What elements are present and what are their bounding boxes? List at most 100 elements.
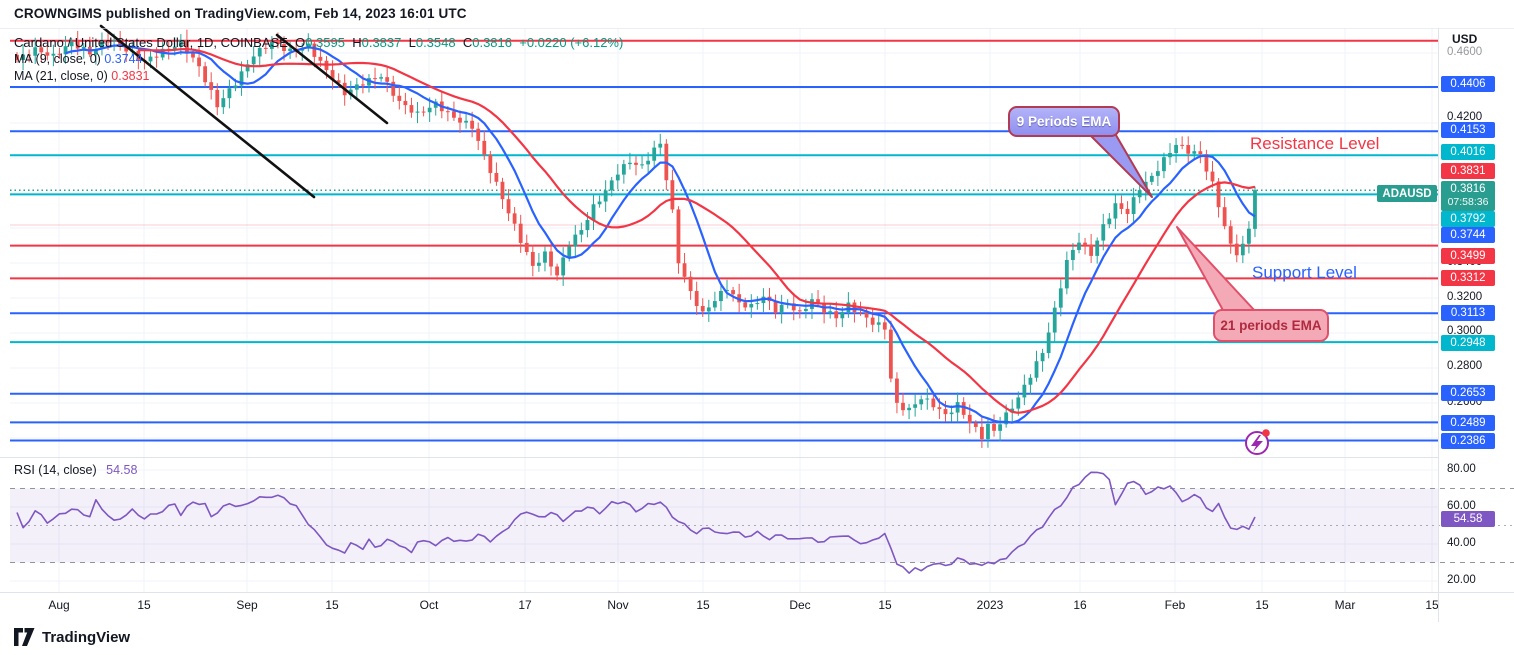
candle-body (1240, 243, 1245, 256)
candle-body (712, 301, 717, 308)
candle-body (1234, 243, 1239, 256)
candle-body (1028, 377, 1033, 385)
symbol-price-flag[interactable]: ADAUSD (1377, 185, 1437, 202)
candle-body (1107, 218, 1112, 225)
symbol-title[interactable]: Cardano / United States Dollar, 1D, COIN… (14, 35, 288, 50)
rsi-line[interactable] (16, 471, 1256, 574)
candle-body (694, 291, 699, 307)
candlestick-series[interactable] (15, 29, 1257, 449)
candle-body (197, 57, 201, 67)
price-axis-tick: 0.2800 (1447, 360, 1483, 372)
candle-body (882, 322, 887, 330)
candle-body (106, 41, 110, 43)
ma21-value: 0.3831 (111, 69, 150, 83)
price-axis-label: 0.4153 (1441, 122, 1495, 138)
candle-body (1004, 412, 1009, 425)
current-price-value: 0.3816 (1450, 183, 1486, 195)
support-level-label[interactable]: Support Level (1252, 263, 1357, 282)
ma9-legend-row[interactable]: MA (9, close, 0) 0.3744 (14, 51, 623, 68)
axis-separator-vertical (1438, 28, 1439, 622)
candle-body (731, 290, 735, 295)
ma21-line[interactable] (138, 47, 1256, 414)
candle-body (391, 81, 396, 96)
symbol-legend[interactable]: Cardano / United States Dollar, 1D, COIN… (14, 34, 623, 85)
candle-body (45, 52, 50, 56)
candle-body (233, 85, 238, 89)
time-axis-label: 15 (1425, 598, 1439, 612)
tradingview-brand-text: TradingView (42, 628, 131, 646)
candle-body (1016, 397, 1021, 409)
time-axis-label: Sep (236, 598, 258, 612)
candle-body (925, 398, 930, 400)
candle-body (1216, 181, 1221, 208)
ema21-callout[interactable]: 21 periods EMA (1213, 309, 1329, 342)
candle-body (154, 56, 159, 58)
price-axis-label: 0.4016 (1441, 144, 1495, 160)
candle-body (524, 242, 529, 253)
bar-close-countdown: 07:58:36 (1447, 196, 1489, 208)
pane-separator (0, 457, 1438, 458)
candle-body (354, 84, 359, 90)
candle-body (591, 204, 596, 221)
rsi-legend[interactable]: RSI (14, close) 54.58 (14, 463, 137, 477)
ma9-value: 0.3744 (104, 52, 143, 66)
rsi-axis-tick: 60.00 (1447, 500, 1476, 512)
rsi-axis-tick: 20.00 (1447, 574, 1476, 586)
candle-body (81, 46, 86, 49)
candle-body (458, 117, 462, 123)
time-axis-label: 15 (696, 598, 710, 612)
candle-body (597, 201, 602, 205)
candle-body (749, 304, 754, 308)
candle-body (276, 41, 280, 45)
candle-body (494, 172, 499, 182)
candle-body (245, 64, 250, 72)
candle-body (567, 246, 572, 258)
candle-body (21, 54, 25, 60)
time-axis-label: 15 (137, 598, 151, 612)
ohlc-high-label: H (352, 35, 362, 50)
candle-body (1022, 384, 1027, 398)
candle-body (864, 312, 869, 318)
alert-red-dot (1262, 429, 1270, 437)
candle-body (1210, 171, 1215, 182)
candle-body (306, 43, 311, 49)
candle-body (93, 48, 98, 55)
candle-body (967, 414, 972, 423)
candle-body (670, 180, 675, 210)
candle-body (69, 41, 74, 47)
price-axis-tick: 0.4600 (1447, 46, 1483, 58)
candle-body (227, 88, 232, 99)
footer-brand[interactable]: TradingView (14, 628, 130, 646)
candle-body (75, 41, 80, 49)
candle-body (118, 40, 123, 46)
candle-body (269, 41, 274, 49)
candle-body (51, 53, 56, 56)
trendline[interactable] (275, 33, 389, 125)
alert-lightning-icon[interactable] (1245, 429, 1270, 455)
candle-body (992, 423, 996, 431)
candle-body (1125, 208, 1130, 215)
candle-body (148, 56, 153, 62)
candle-body (549, 251, 553, 267)
candle-body (57, 53, 62, 55)
ema9-callout[interactable]: 9 Periods EMA (1008, 106, 1120, 137)
ema9-callout-tail (1084, 129, 1153, 198)
candle-body (409, 105, 414, 113)
ma9-line[interactable] (65, 44, 1256, 424)
ma21-legend-row[interactable]: MA (21, close, 0) 0.3831 (14, 68, 623, 85)
candle-body (943, 409, 948, 415)
rsi-value-label: 54.58 (1441, 511, 1495, 527)
candle-body (913, 404, 918, 408)
candle-body (1180, 144, 1185, 146)
candle-body (640, 164, 644, 166)
trendline[interactable] (99, 24, 316, 199)
rsi-value: 54.58 (106, 463, 138, 477)
ohlc-open-label: O (295, 35, 306, 50)
candle-body (888, 329, 893, 379)
rsi-axis-tick: 40.00 (1447, 537, 1476, 549)
candle-body (257, 47, 262, 57)
candle-body (482, 140, 487, 155)
resistance-level-label[interactable]: Resistance Level (1250, 134, 1380, 153)
ema21-callout-text: 21 periods EMA (1220, 318, 1322, 333)
